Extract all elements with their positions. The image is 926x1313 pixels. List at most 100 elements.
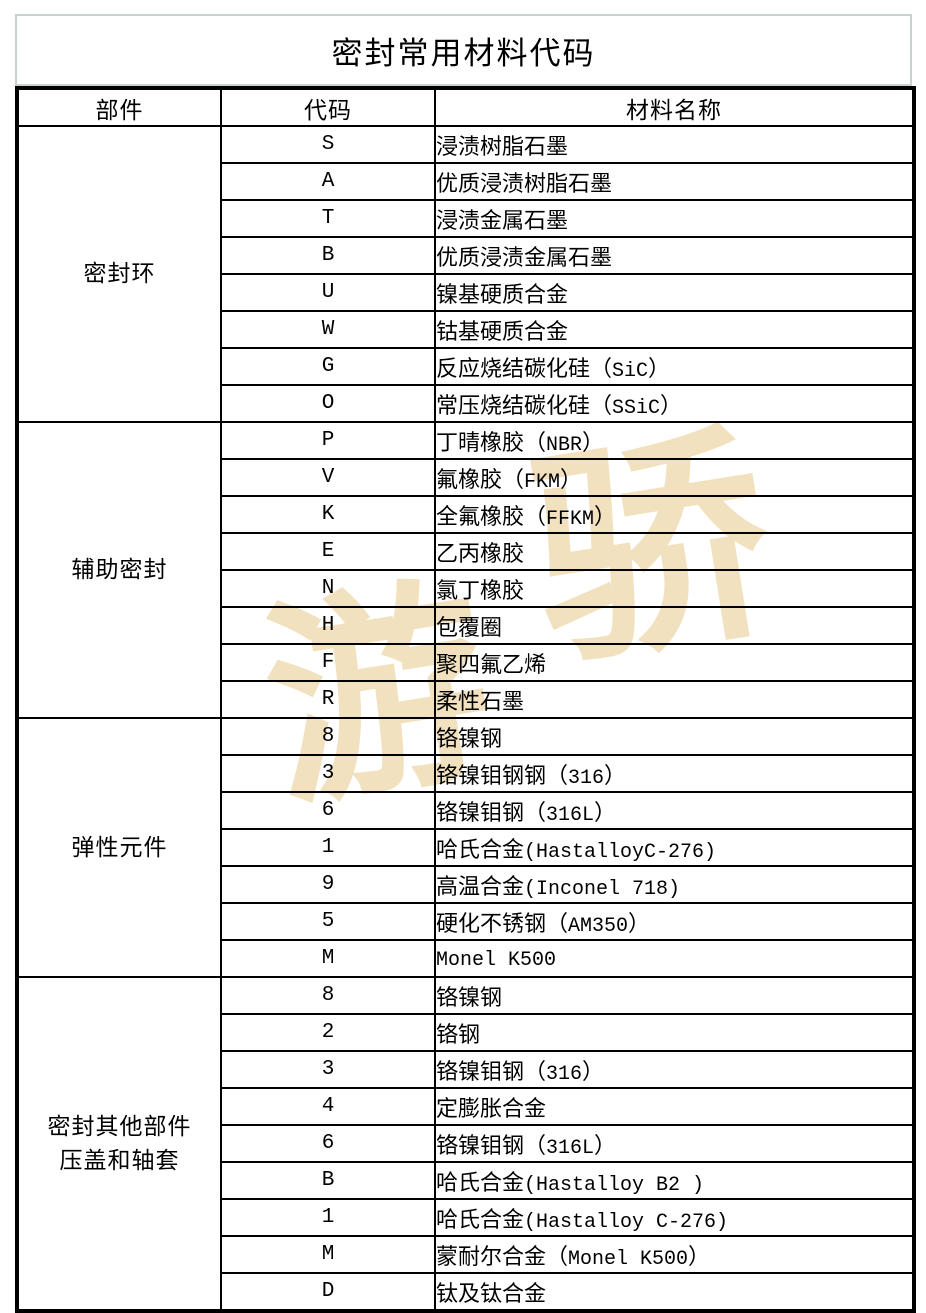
material-code-cell: 4 <box>220 1087 436 1126</box>
material-name-cell: 蒙耐尔合金（Monel K500） <box>434 1235 915 1274</box>
latin-text: 316L <box>546 1136 595 1160</box>
material-name-cell: 哈氏合金(HastalloyC-276) <box>434 828 915 867</box>
table-row: 密封环 S 浸渍树脂石墨 <box>16 125 915 423</box>
material-name-cell: 全氟橡胶（FFKM） <box>434 495 915 534</box>
table-row: 3 铬镍钼钢钢（316） <box>17 754 915 793</box>
material-code-table: 部件 代码 材料名称 密封环 S 浸渍树脂石墨 A 优质浸渍树脂石墨 T 浸渍金属石墨 B 优质… <box>15 86 916 1313</box>
table-row: U 镍基硬质合金 <box>17 273 915 312</box>
latin-text: SiC <box>612 359 649 383</box>
table-row: 6 铬镍钼钢（316L） <box>17 791 915 830</box>
table-row: W 钴基硬质合金 <box>17 310 915 349</box>
table-row: F 聚四氟乙烯 <box>17 643 915 682</box>
material-code-cell: D <box>220 1272 436 1312</box>
material-code-cell: 5 <box>220 902 436 941</box>
material-code-cell: 8 <box>220 976 436 1015</box>
table-row: K 全氟橡胶（FFKM） <box>17 495 915 534</box>
table-row: V 氟橡胶（FKM） <box>17 458 915 497</box>
table-row: T 浸渍金属石墨 <box>17 199 915 238</box>
material-name-cell: 氯丁橡胶 <box>434 569 915 608</box>
material-name-cell: 硬化不锈钢（AM350） <box>434 902 915 941</box>
table-row: 5 硬化不锈钢（AM350） <box>17 902 915 941</box>
latin-text: (Hastalloy C-276) <box>524 1210 729 1234</box>
column-header-code: 代码 <box>220 87 436 127</box>
part-category-label: 压盖和轴套 <box>59 1147 180 1173</box>
latin-text: SSiC <box>612 396 661 420</box>
latin-text: FFKM <box>546 507 595 531</box>
table-row: 1 哈氏合金(HastalloyC-276) <box>17 828 915 867</box>
material-code-cell: B <box>220 236 436 275</box>
material-code-cell: 8 <box>220 717 436 756</box>
material-code-cell: O <box>220 384 436 423</box>
material-code-cell: M <box>220 1235 436 1274</box>
table-row: M Monel K500 <box>17 939 915 978</box>
material-code-cell: K <box>220 495 436 534</box>
table-row: B 优质浸渍金属石墨 <box>17 236 915 275</box>
material-code-cell: 2 <box>220 1013 436 1052</box>
part-category-cell: 密封其他部件 压盖和轴套 <box>16 976 222 1312</box>
material-code-cell: N <box>220 569 436 608</box>
column-header-part: 部件 <box>16 87 222 127</box>
material-name-cell: Monel K500 <box>434 939 915 978</box>
part-category-label: 弹性元件 <box>71 834 168 860</box>
material-name-cell: 铬钢 <box>434 1013 915 1052</box>
material-name-cell: 聚四氟乙烯 <box>434 643 915 682</box>
latin-text: NBR <box>546 433 583 457</box>
table-row: 1 哈氏合金(Hastalloy C-276) <box>17 1198 915 1237</box>
material-code-cell: M <box>220 939 436 978</box>
table-row: M 蒙耐尔合金（Monel K500） <box>17 1235 915 1274</box>
material-name-cell: 铬镍钼钢（316L） <box>434 1124 915 1163</box>
material-code-table-wrapper: 部件 代码 材料名称 密封环 S 浸渍树脂石墨 A 优质浸渍树脂石墨 T 浸渍金属石墨 B 优质… <box>15 86 916 1313</box>
table-row: 辅助密封 P 丁晴橡胶（NBR） <box>16 421 915 719</box>
material-name-cell: 柔性石墨 <box>434 680 915 719</box>
material-name-cell: 铬镍钢 <box>434 976 915 1015</box>
table-row: N 氯丁橡胶 <box>17 569 915 608</box>
material-code-cell: P <box>220 421 436 460</box>
material-code-cell: 3 <box>220 1050 436 1089</box>
material-code-cell: F <box>220 643 436 682</box>
material-name-cell: 包覆圈 <box>434 606 915 645</box>
part-category-cell: 弹性元件 <box>16 717 222 978</box>
material-name-cell: 优质浸渍树脂石墨 <box>434 162 915 201</box>
table-row: 4 定膨胀合金 <box>17 1087 915 1126</box>
material-code-cell: U <box>220 273 436 312</box>
material-name-cell: 浸渍金属石墨 <box>434 199 915 238</box>
part-category-label: 密封环 <box>83 261 156 287</box>
material-code-cell: G <box>220 347 436 386</box>
material-code-cell: 3 <box>220 754 436 793</box>
table-header-row: 部件 代码 材料名称 <box>16 87 915 127</box>
material-code-cell: 6 <box>220 791 436 830</box>
table-row: B 哈氏合金(Hastalloy B2 ) <box>17 1161 915 1200</box>
material-name-cell: 铬镍钼钢钢（316） <box>434 754 915 793</box>
material-name-cell: 铬镍钼钢（316L） <box>434 791 915 830</box>
material-name-cell: 镍基硬质合金 <box>434 273 915 312</box>
material-code-cell: T <box>220 199 436 238</box>
part-category-cell: 密封环 <box>16 125 222 423</box>
table-row: 9 高温合金(Inconel 718) <box>17 865 915 904</box>
column-header-name: 材料名称 <box>434 87 915 127</box>
material-code-cell: R <box>220 680 436 719</box>
material-name-cell: 氟橡胶（FKM） <box>434 458 915 497</box>
material-name-cell: 哈氏合金(Hastalloy C-276) <box>434 1198 915 1237</box>
material-code-cell: B <box>220 1161 436 1200</box>
title-box: 密封常用材料代码 <box>15 14 912 86</box>
latin-text: FKM <box>524 470 561 494</box>
material-code-cell: 1 <box>220 1198 436 1237</box>
table-row: R 柔性石墨 <box>17 680 915 719</box>
latin-text: 316 <box>546 1062 583 1086</box>
table-row: 密封其他部件 压盖和轴套 8 铬镍钢 <box>16 976 915 1312</box>
material-name-cell: 反应烧结碳化硅（SiC） <box>434 347 915 386</box>
material-name-cell: 高温合金(Inconel 718) <box>434 865 915 904</box>
table-row: 3 铬镍钼钢（316） <box>17 1050 915 1089</box>
table-row: E 乙丙橡胶 <box>17 532 915 571</box>
material-code-cell: H <box>220 606 436 645</box>
material-name-cell: 定膨胀合金 <box>434 1087 915 1126</box>
page-title: 密封常用材料代码 <box>331 35 596 71</box>
latin-text: AM350 <box>568 914 629 938</box>
material-code-cell: 1 <box>220 828 436 867</box>
material-name-cell: 优质浸渍金属石墨 <box>434 236 915 275</box>
material-code-cell: S <box>220 125 436 164</box>
material-name-cell: 钛及钛合金 <box>434 1272 915 1312</box>
latin-text: 316L <box>546 803 595 827</box>
part-category-label: 密封其他部件 <box>47 1114 192 1140</box>
